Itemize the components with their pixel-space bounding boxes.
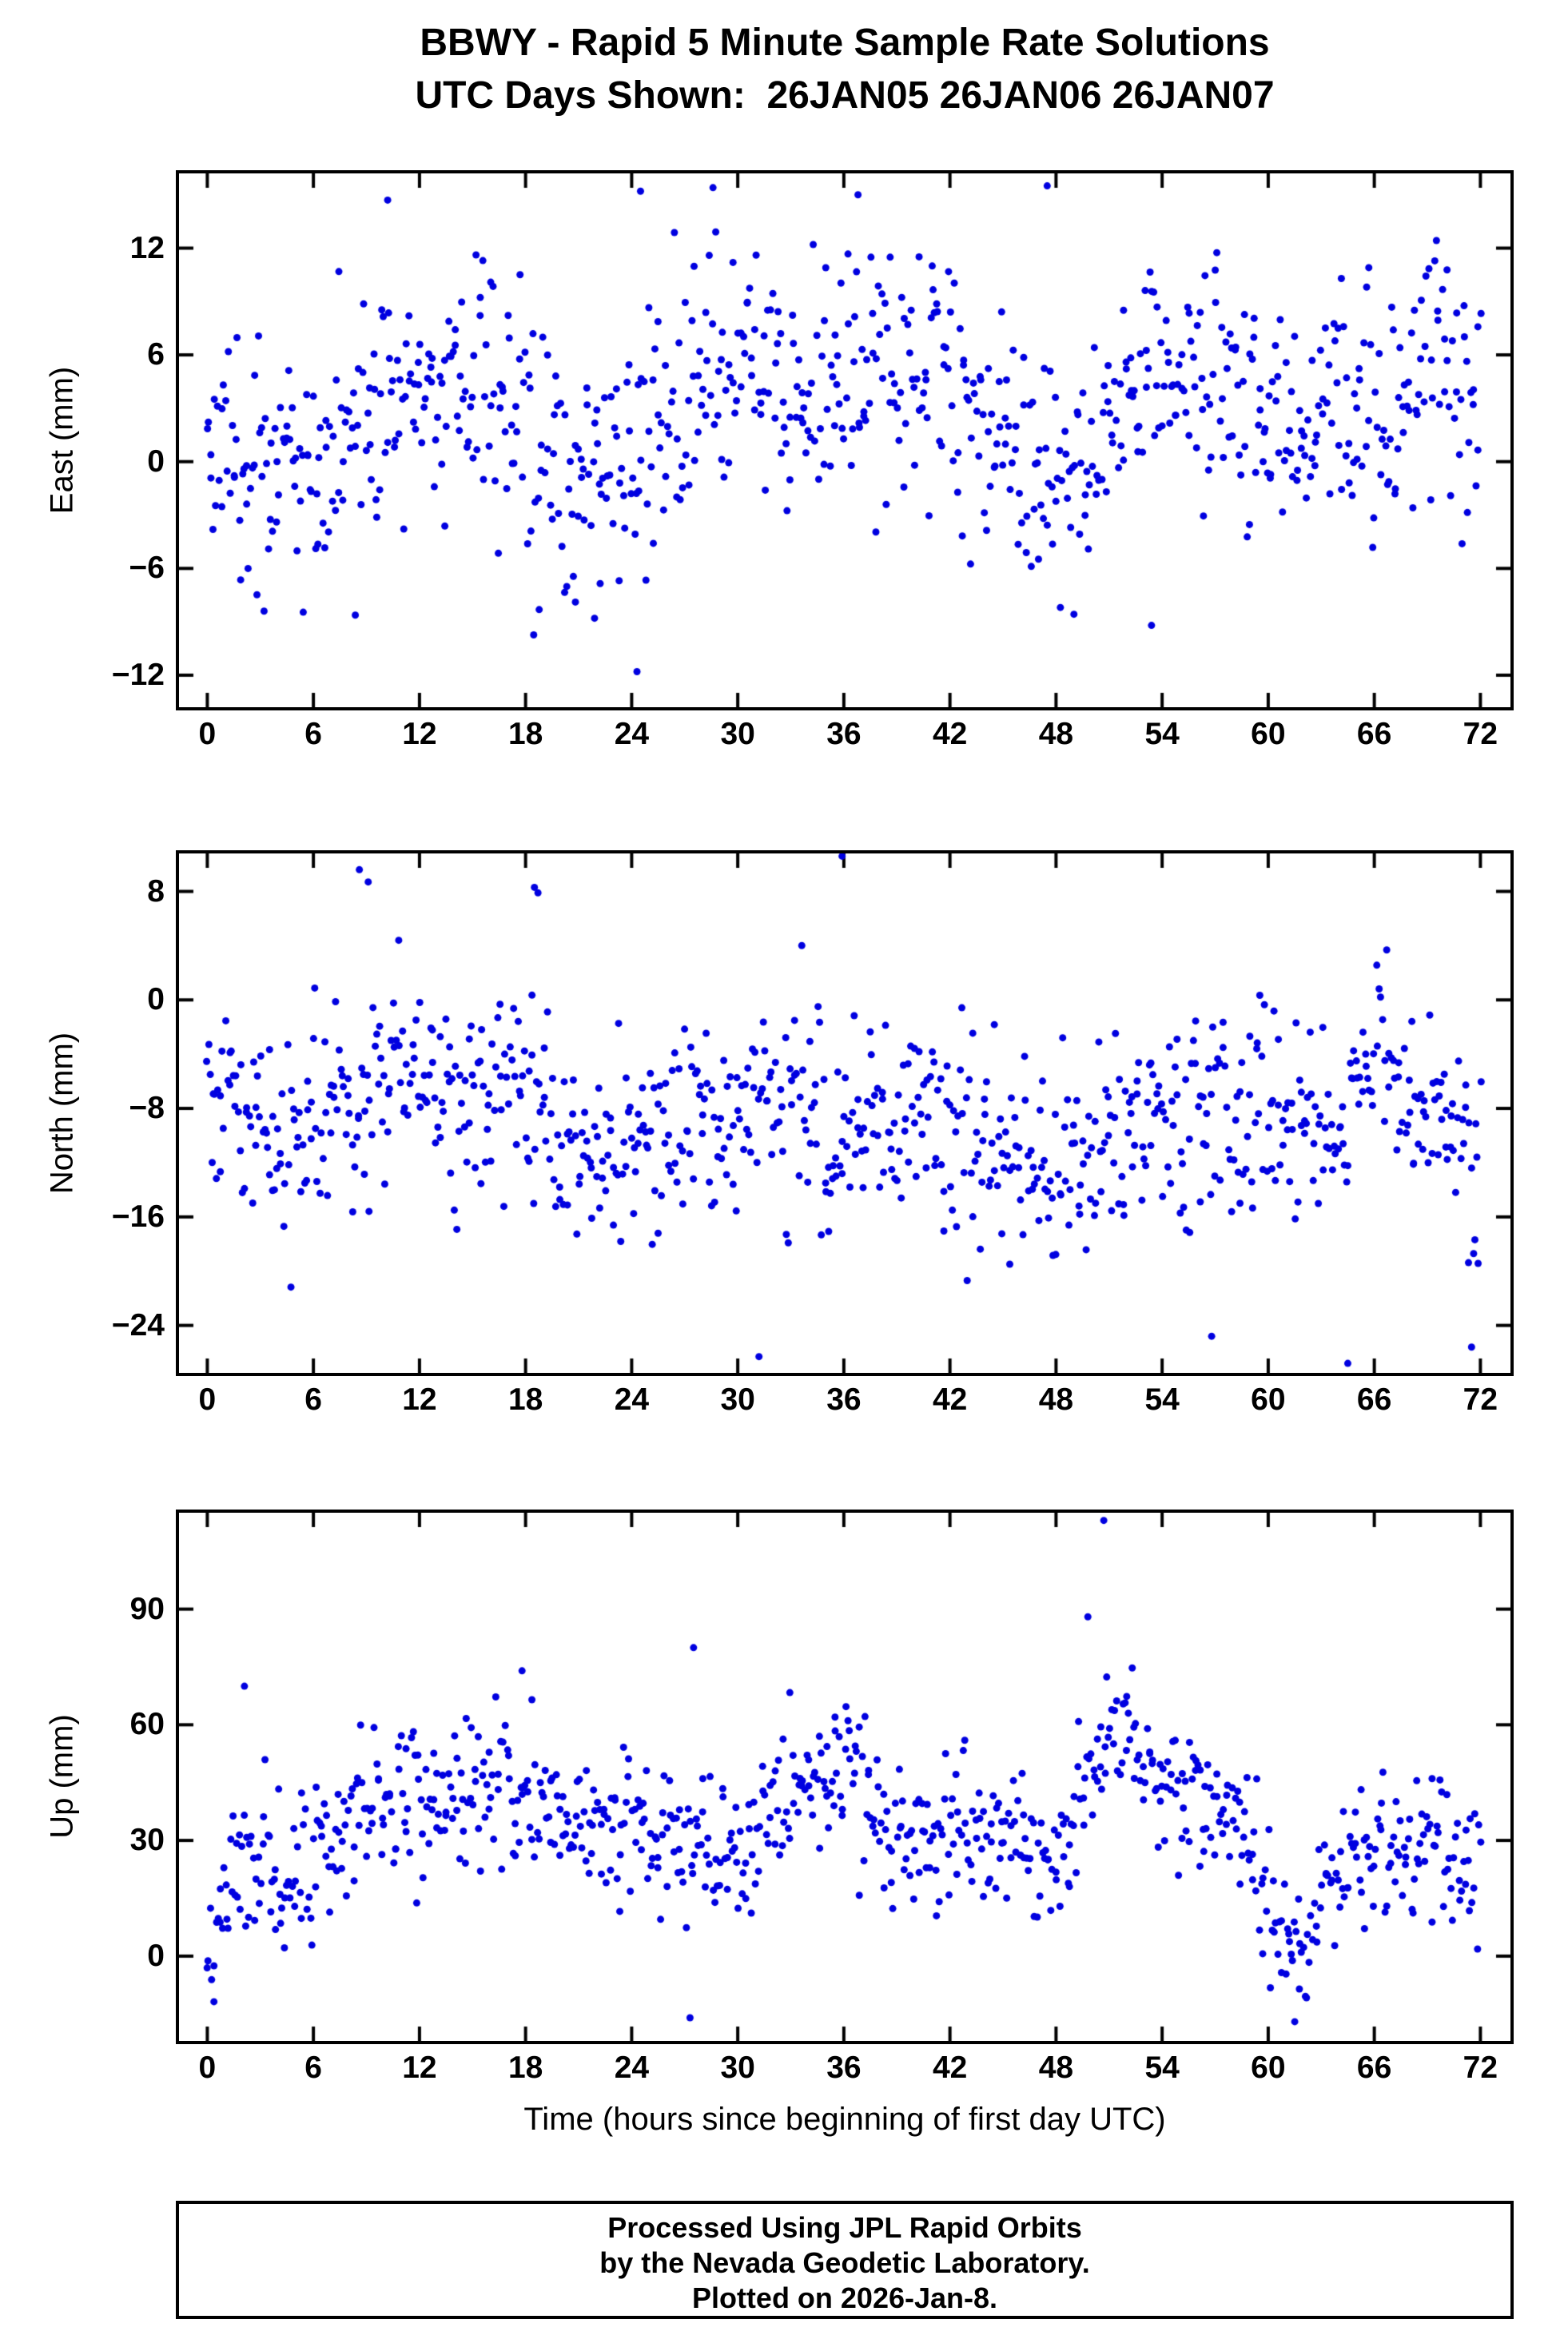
x-tick-label: 54 (1144, 717, 1180, 751)
y-tick-label: −16 (111, 1199, 165, 1234)
footer-line-2: by the Nevada Geodetic Laboratory. (599, 2246, 1090, 2279)
y-tick-label: 60 (129, 1707, 165, 1742)
east-plot-panel (176, 170, 1514, 710)
x-tick-label: 60 (1251, 717, 1286, 751)
x-axis-title: Time (hours since beginning of first day… (523, 2102, 1166, 2137)
x-tick-label: 12 (402, 1382, 437, 1417)
x-tick-label: 48 (1038, 717, 1074, 751)
x-tick-label: 18 (507, 2051, 543, 2085)
north-axis-title: North (mm) (44, 1032, 80, 1195)
x-tick-label: 6 (304, 1382, 322, 1417)
x-tick-label: 54 (1144, 2051, 1180, 2085)
x-tick-label: 30 (720, 2051, 755, 2085)
x-tick-label: 42 (932, 2051, 968, 2085)
up-plot-panel (176, 1510, 1514, 2044)
north-plot-panel (176, 850, 1514, 1376)
x-tick-label: 24 (614, 717, 650, 751)
y-tick-label: −24 (111, 1307, 165, 1343)
footer-box: Processed Using JPL Rapid Orbits by the … (176, 2201, 1514, 2319)
x-tick-label: 24 (614, 2051, 650, 2085)
up-scatter-canvas (179, 1513, 1510, 2041)
x-tick-label: 6 (304, 2051, 322, 2085)
x-tick-label: 12 (402, 717, 437, 751)
y-tick-label: 8 (147, 873, 165, 909)
footer-line-1: Processed Using JPL Rapid Orbits (607, 2211, 1082, 2244)
x-tick-label: 66 (1356, 1382, 1392, 1417)
y-tick-label: 0 (147, 982, 165, 1017)
x-tick-label: 72 (1463, 2051, 1498, 2085)
x-tick-label: 66 (1356, 2051, 1392, 2085)
x-tick-label: 24 (614, 1382, 650, 1417)
y-tick-label: −8 (129, 1091, 165, 1126)
x-tick-label: 60 (1251, 2051, 1286, 2085)
x-tick-label: 48 (1038, 1382, 1074, 1417)
x-tick-label: 0 (198, 1382, 217, 1417)
x-tick-label: 0 (198, 717, 217, 751)
x-tick-label: 18 (507, 717, 543, 751)
x-tick-label: 36 (826, 2051, 862, 2085)
plot-title-line-1: BBWY - Rapid 5 Minute Sample Rate Soluti… (420, 22, 1270, 64)
x-tick-label: 6 (304, 717, 322, 751)
x-tick-label: 72 (1463, 1382, 1498, 1417)
y-tick-label: 30 (129, 1823, 165, 1858)
x-tick-label: 60 (1251, 1382, 1286, 1417)
y-tick-label: 12 (129, 230, 165, 265)
x-tick-label: 66 (1356, 717, 1392, 751)
north-scatter-canvas (179, 853, 1510, 1373)
footer-line-3: Plotted on 2026-Jan-8. (691, 2281, 998, 2314)
x-tick-label: 42 (932, 717, 968, 751)
x-tick-label: 30 (720, 717, 755, 751)
y-tick-label: 0 (147, 1938, 165, 1973)
east-scatter-canvas (179, 173, 1510, 707)
east-axis-title: East (mm) (44, 366, 80, 515)
x-tick-label: 48 (1038, 2051, 1074, 2085)
y-tick-label: −6 (129, 551, 165, 586)
x-tick-label: 36 (826, 717, 862, 751)
y-tick-label: −12 (111, 657, 165, 692)
up-axis-title: Up (mm) (44, 1714, 80, 1839)
y-tick-label: 90 (129, 1591, 165, 1626)
x-tick-label: 0 (198, 2051, 217, 2085)
x-tick-label: 54 (1144, 1382, 1180, 1417)
x-tick-label: 72 (1463, 717, 1498, 751)
x-tick-label: 12 (402, 2051, 437, 2085)
x-tick-label: 42 (932, 1382, 968, 1417)
x-tick-label: 36 (826, 1382, 862, 1417)
x-tick-label: 18 (507, 1382, 543, 1417)
plot-title-line-2: UTC Days Shown: 26JAN05 26JAN06 26JAN07 (415, 74, 1275, 117)
y-tick-label: 6 (147, 337, 165, 372)
y-tick-label: 0 (147, 444, 165, 479)
x-tick-label: 30 (720, 1382, 755, 1417)
